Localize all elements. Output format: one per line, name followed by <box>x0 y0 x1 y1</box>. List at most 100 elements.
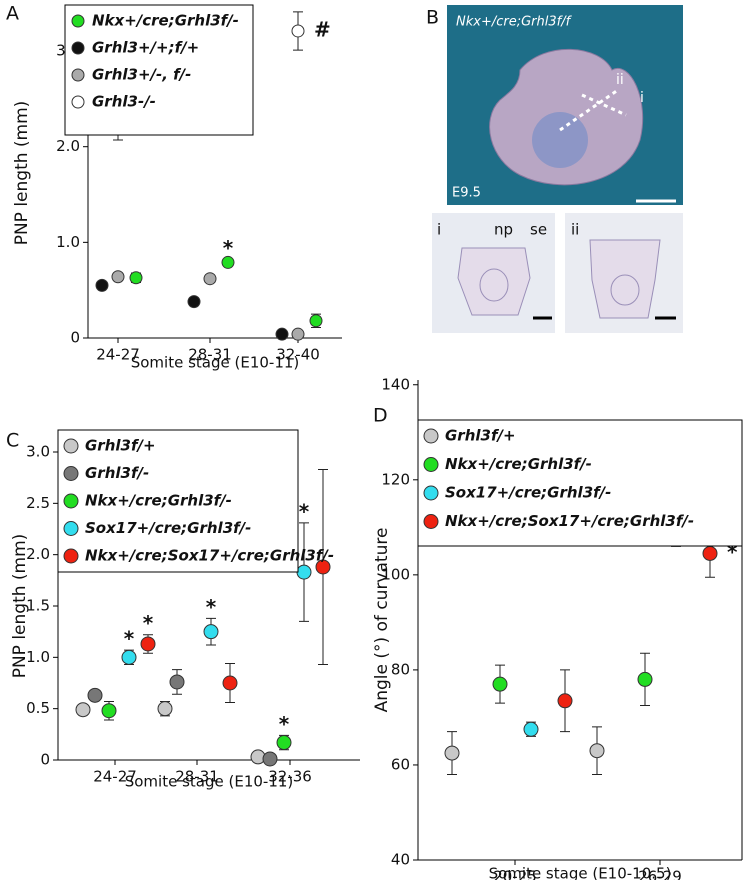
significance-marker: * <box>124 627 135 651</box>
legend-label: Nkx+/cre;Grhl3f/- <box>85 492 232 510</box>
image-stage: E9.5 <box>452 186 481 201</box>
y-tick-label: 120 <box>381 470 410 488</box>
inset-label: i <box>437 221 441 239</box>
y-tick-label: 2.0 <box>26 545 50 563</box>
legend-box <box>57 429 299 573</box>
panel-label: B <box>426 7 439 29</box>
y-tick-label: 3.0 <box>26 443 50 461</box>
dot <box>291 24 305 38</box>
significance-marker: # <box>314 17 331 41</box>
legend-swatch <box>423 514 439 529</box>
legend-swatch <box>71 41 85 55</box>
legend-label: Grhl3+/-, f/- <box>92 66 191 84</box>
legend-label: Grhl3f/+ <box>85 437 156 455</box>
legend-swatch <box>63 548 79 564</box>
y-tick-label: 1.0 <box>56 233 80 251</box>
dot <box>203 272 217 286</box>
x-axis-title: Somite stage (E10-11) <box>125 773 294 791</box>
y-tick-label: 1.5 <box>26 597 50 615</box>
y-axis-title: Angle (°) of curvature <box>372 528 392 713</box>
dot <box>262 751 278 767</box>
dot <box>637 671 653 687</box>
dot <box>589 743 605 759</box>
legend-label: Nkx+/cre;Sox17+/cre;Grhl3f/- <box>445 512 694 530</box>
x-tick-label: 24-27 <box>93 768 137 786</box>
significance-marker: * <box>279 712 290 736</box>
dot <box>157 701 173 717</box>
dot <box>203 624 219 640</box>
x-axis-title: Somite stage (E10-11) <box>131 354 300 372</box>
legend-label: Nkx+/cre;Sox17+/cre;Grhl3f/- <box>85 547 334 565</box>
significance-marker: * <box>727 540 738 564</box>
legend-label: Grhl3+/+;f/+ <box>92 39 199 57</box>
dot <box>523 721 539 737</box>
dot <box>111 270 125 284</box>
dot <box>315 559 331 575</box>
embryo-image: Nkx+/cre;Grhl3f/f E9.5 ii i <box>447 5 683 205</box>
section-label: i <box>640 90 644 106</box>
legend-swatch <box>63 438 79 454</box>
section-label: ii <box>616 72 624 88</box>
panel-label: A <box>6 3 19 25</box>
x-tick-label: 32-36 <box>268 768 312 786</box>
dot <box>275 327 289 341</box>
legend-label: Nkx+/cre;Grhl3f/- <box>92 12 239 30</box>
legend-label: Nkx+/cre;Grhl3f/- <box>445 455 592 473</box>
dot <box>492 676 508 692</box>
image-title: Nkx+/cre;Grhl3f/f <box>456 15 573 30</box>
y-tick-label: 40 <box>391 851 410 869</box>
x-tick-label: 24-27 <box>96 346 140 364</box>
y-axis-title: PNP length (mm) <box>10 534 30 679</box>
significance-marker: * <box>143 611 154 635</box>
legend-label: Sox17+/cre;Grhl3f/- <box>85 519 251 537</box>
x-tick-label: 32-40 <box>276 346 320 364</box>
x-axis-title: Somite stage (E10-10.5) <box>489 865 672 881</box>
dot <box>87 687 103 703</box>
y-tick-label: 0.5 <box>26 699 50 717</box>
panel-label: C <box>6 430 19 452</box>
legend-label: Grhl3f/+ <box>445 427 516 445</box>
dot <box>309 314 323 328</box>
panel-label: D <box>373 405 388 427</box>
legend-swatch <box>63 493 79 509</box>
dot <box>557 693 573 709</box>
dot <box>75 702 91 718</box>
legend-swatch <box>71 68 85 82</box>
y-tick-label: 60 <box>391 755 410 773</box>
legend-box <box>64 4 254 136</box>
significance-marker: * <box>299 499 310 523</box>
legend-swatch <box>71 14 85 28</box>
y-tick-label: 80 <box>391 660 410 678</box>
legend-swatch <box>423 428 439 444</box>
dot <box>221 255 235 269</box>
y-tick-label: 0 <box>70 329 80 347</box>
dot <box>187 295 201 309</box>
dot <box>129 271 143 285</box>
significance-marker: * <box>223 236 234 260</box>
inset-label: np <box>494 221 513 239</box>
dot <box>291 327 305 341</box>
dot <box>140 636 156 652</box>
section-images: i np se ii <box>432 213 683 333</box>
legend-swatch <box>63 466 79 481</box>
y-tick-label: 1.0 <box>26 648 50 666</box>
dot <box>276 735 292 751</box>
legend-label: Grhl3f/- <box>85 464 149 482</box>
dot <box>101 703 117 719</box>
legend-swatch <box>63 521 79 536</box>
dot <box>444 745 460 761</box>
y-axis-title: PNP length (mm) <box>12 101 32 246</box>
significance-marker: * <box>206 595 217 619</box>
x-tick-label: 28-31 <box>175 768 219 786</box>
y-tick-label: 140 <box>381 375 410 393</box>
legend-box <box>417 419 743 547</box>
dot <box>296 564 312 580</box>
y-tick-label: 2.0 <box>56 137 80 155</box>
y-tick-label: 2.5 <box>26 494 50 512</box>
legend-swatch <box>71 95 85 109</box>
dot <box>702 545 718 561</box>
dot <box>222 675 238 691</box>
legend-swatch <box>423 485 439 501</box>
y-tick-label: 100 <box>381 565 410 583</box>
dot <box>121 649 137 665</box>
